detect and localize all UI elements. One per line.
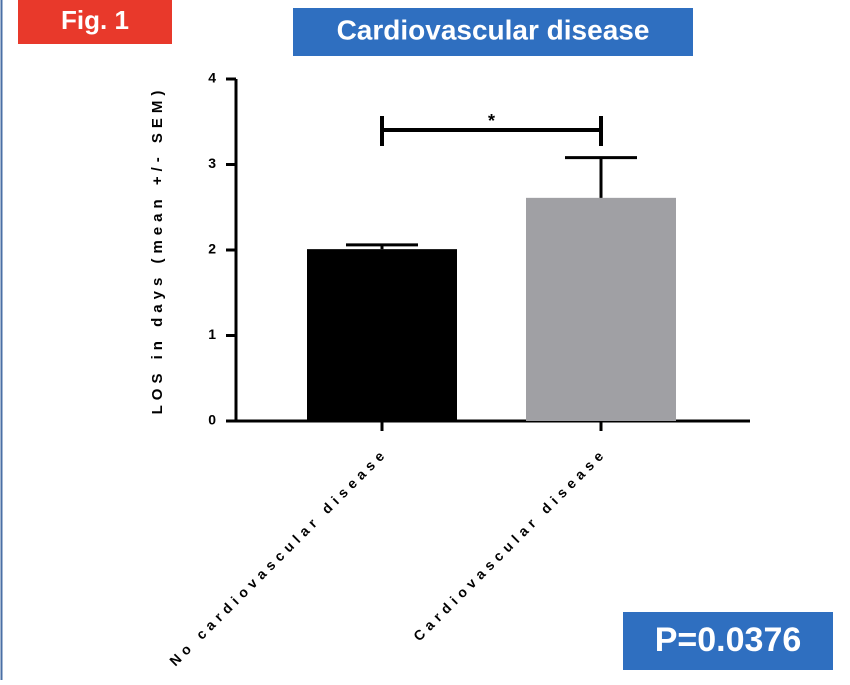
y-axis-label: LOS in days (mean +/- SEM) (149, 86, 166, 415)
error-bar (565, 156, 637, 198)
figure-label-box (18, 0, 172, 44)
y-tick-label: 2 (208, 241, 216, 257)
y-tick-label: 0 (208, 412, 216, 428)
y-tick-label: 4 (208, 70, 216, 86)
x-tick-label: Cardiovascular disease (410, 444, 610, 644)
significance-bracket (380, 116, 603, 146)
error-bar (346, 243, 418, 250)
bar (307, 249, 457, 421)
y-tick-label: 1 (208, 326, 216, 342)
y-tick-label: 3 (208, 155, 216, 171)
x-tick-label: No cardiovascular disease (166, 444, 391, 669)
p-value: P=0.0376 (655, 621, 802, 659)
significance-marker: * (488, 111, 495, 131)
figure-label: Fig. 1 (61, 5, 129, 35)
chart-title: Cardiovascular disease (337, 14, 650, 45)
bar (526, 197, 676, 421)
title-box (293, 8, 693, 56)
p-value-box (623, 612, 833, 670)
